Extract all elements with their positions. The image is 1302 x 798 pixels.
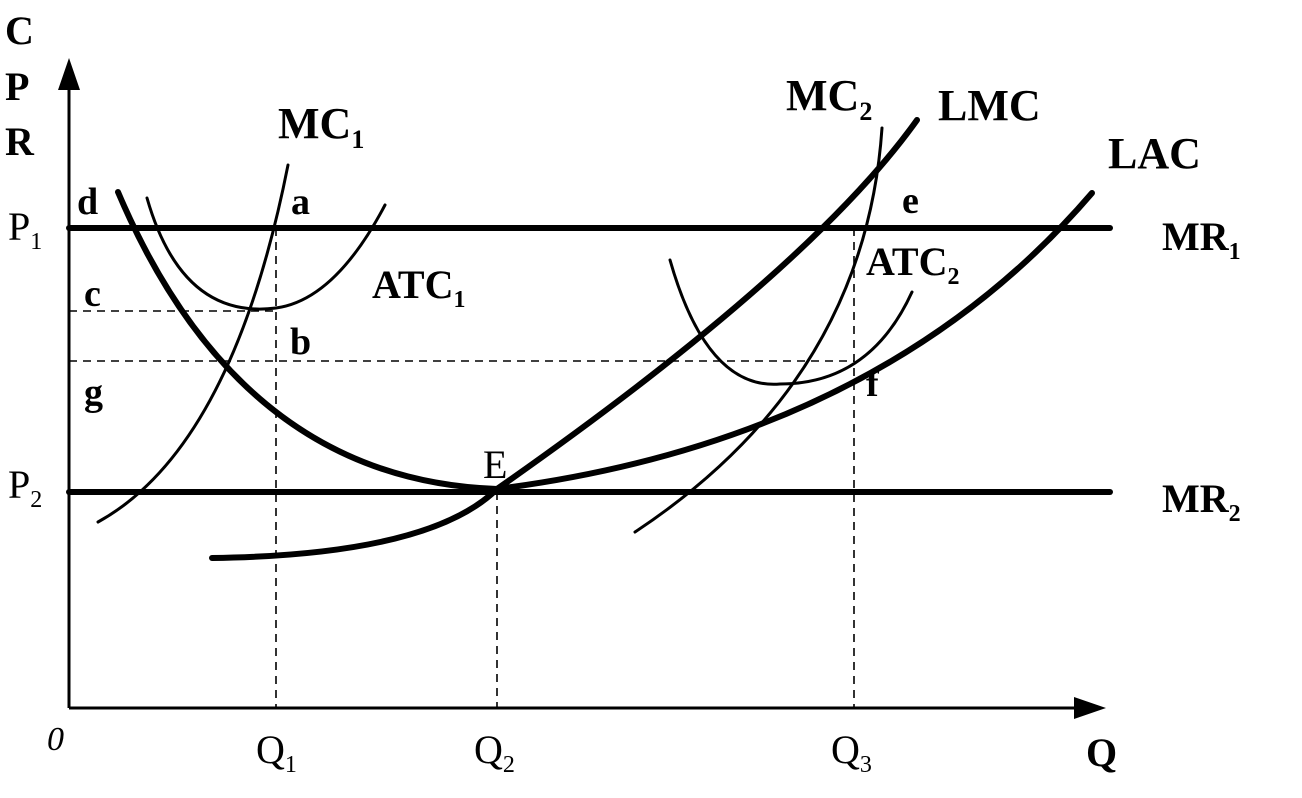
- y-axis-arrowhead: [58, 58, 80, 90]
- point-g-label: g: [84, 372, 103, 414]
- point-b-label: b: [290, 321, 311, 363]
- mc1-label: MC1: [278, 99, 364, 154]
- lac-curve: [115, 189, 1095, 492]
- y-axis-label-line-2: P: [5, 64, 29, 109]
- point-E-label: E: [483, 442, 507, 487]
- point-e-label: e: [902, 180, 919, 222]
- atc2-label: ATC2: [866, 239, 959, 290]
- atc1-curve: [145, 196, 387, 311]
- atc1-label: ATC1: [372, 262, 465, 313]
- mc2-label: MC2: [786, 71, 872, 126]
- point-f-label: f: [866, 363, 880, 405]
- point-a-label: a: [291, 181, 310, 223]
- mc2-curve: [633, 126, 884, 534]
- mr2-label: MR2: [1162, 476, 1241, 527]
- y-axis-label-line-1: C: [5, 8, 34, 53]
- origin-label: 0: [47, 721, 64, 758]
- mr1-label: MR1: [1162, 214, 1241, 265]
- p2-label: P2: [8, 462, 42, 513]
- lmc-curve: [209, 117, 920, 561]
- x-axis-arrowhead: [1074, 697, 1106, 719]
- x-axis-label: Q: [1086, 730, 1117, 775]
- point-c-label: c: [84, 273, 101, 315]
- point-d-label: d: [77, 181, 98, 223]
- q3-label: Q3: [831, 727, 872, 778]
- q1-label: Q1: [256, 727, 297, 778]
- atc2-curve: [668, 258, 914, 386]
- mc1-curve: [96, 163, 290, 524]
- lac-label: LAC: [1108, 129, 1201, 178]
- p1-label: P1: [8, 204, 42, 255]
- lmc-label: LMC: [938, 81, 1041, 130]
- q2-label: Q2: [474, 727, 515, 778]
- y-axis-label-line-3: R: [5, 119, 35, 164]
